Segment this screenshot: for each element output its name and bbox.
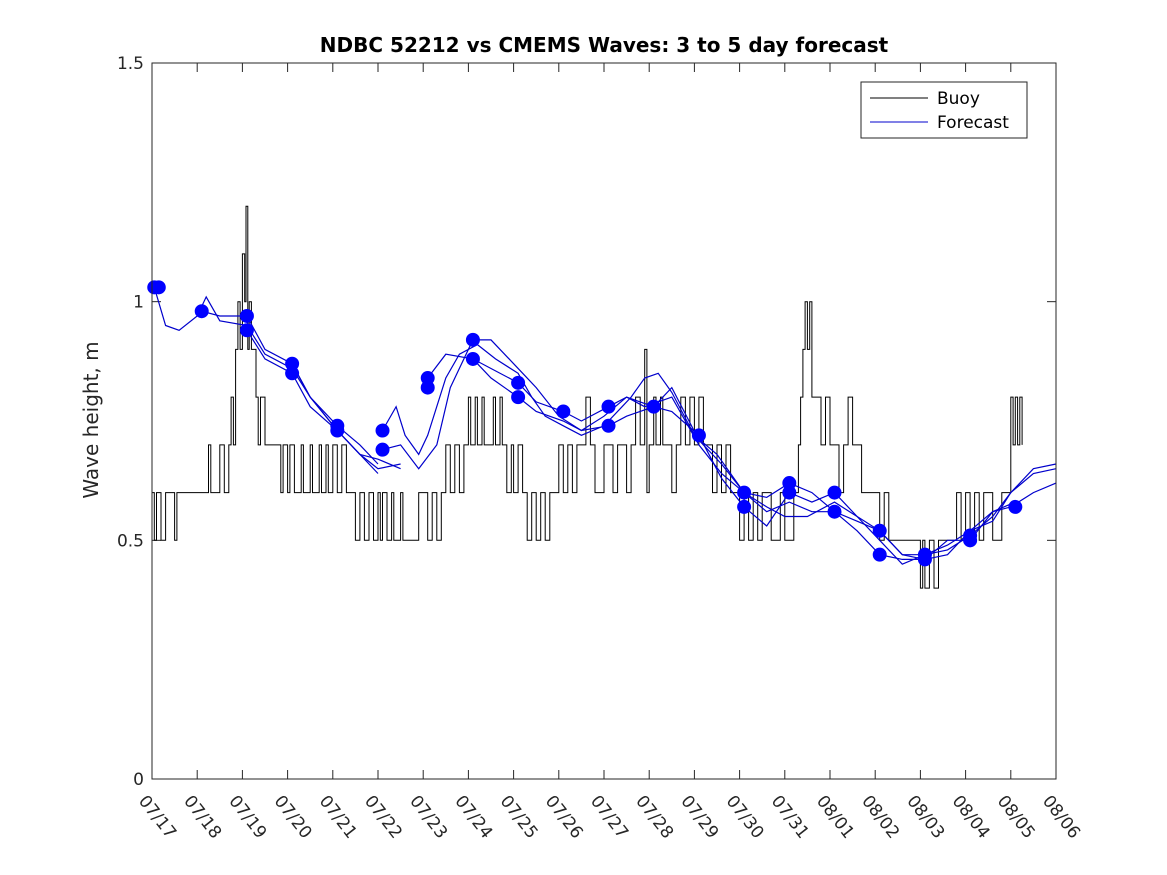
forecast-marker [194, 304, 209, 319]
legend-buoy-label: Buoy [937, 89, 980, 109]
forecast-marker [963, 533, 978, 548]
y-tick-label: 1.5 [117, 54, 144, 74]
forecast-marker [1008, 499, 1023, 514]
y-tick-label: 0 [133, 770, 144, 790]
forecast-marker [691, 428, 706, 443]
forecast-series-line [291, 363, 401, 470]
plot-area: 00.511.507/17 07/18 07/19 07/20 07/21 07/22 07… [117, 54, 1084, 843]
forecast-marker [375, 423, 390, 438]
forecast-marker [511, 390, 526, 405]
forecast-marker [465, 351, 480, 366]
forecast-marker [917, 552, 932, 567]
forecast-marker [872, 547, 887, 562]
forecast-marker [330, 423, 345, 438]
forecast-marker [239, 323, 254, 338]
legend: Buoy Forecast [860, 81, 1028, 139]
y-tick-label: 0.5 [117, 531, 144, 551]
forecast-marker [285, 366, 300, 381]
forecast-marker [420, 380, 435, 395]
y-tick-label: 1 [133, 293, 144, 313]
chart-title: NDBC 52212 vs CMEMS Waves: 3 to 5 day fo… [320, 33, 889, 57]
forecast-marker [151, 280, 166, 295]
buoy-series-line [152, 205, 1023, 589]
forecast-marker [827, 485, 842, 500]
forecast-marker [511, 375, 526, 390]
forecast-marker [737, 485, 752, 500]
forecast-marker [375, 442, 390, 457]
axes-frame-outline [151, 62, 1057, 780]
forecast-marker [872, 523, 887, 538]
forecast-marker [646, 399, 661, 414]
forecast-marker [601, 418, 616, 433]
legend-forecast-label: Forecast [937, 113, 1009, 133]
forecast-marker [827, 504, 842, 519]
forecast-marker [737, 499, 752, 514]
legend-box [860, 81, 1028, 139]
forecast-marker [465, 332, 480, 347]
y-axis-label: Wave height, m [79, 341, 103, 498]
forecast-marker [782, 485, 797, 500]
forecast-marker [556, 404, 571, 419]
forecast-marker [239, 308, 254, 323]
forecast-series-line [472, 358, 1057, 561]
forecast-marker [601, 399, 616, 414]
